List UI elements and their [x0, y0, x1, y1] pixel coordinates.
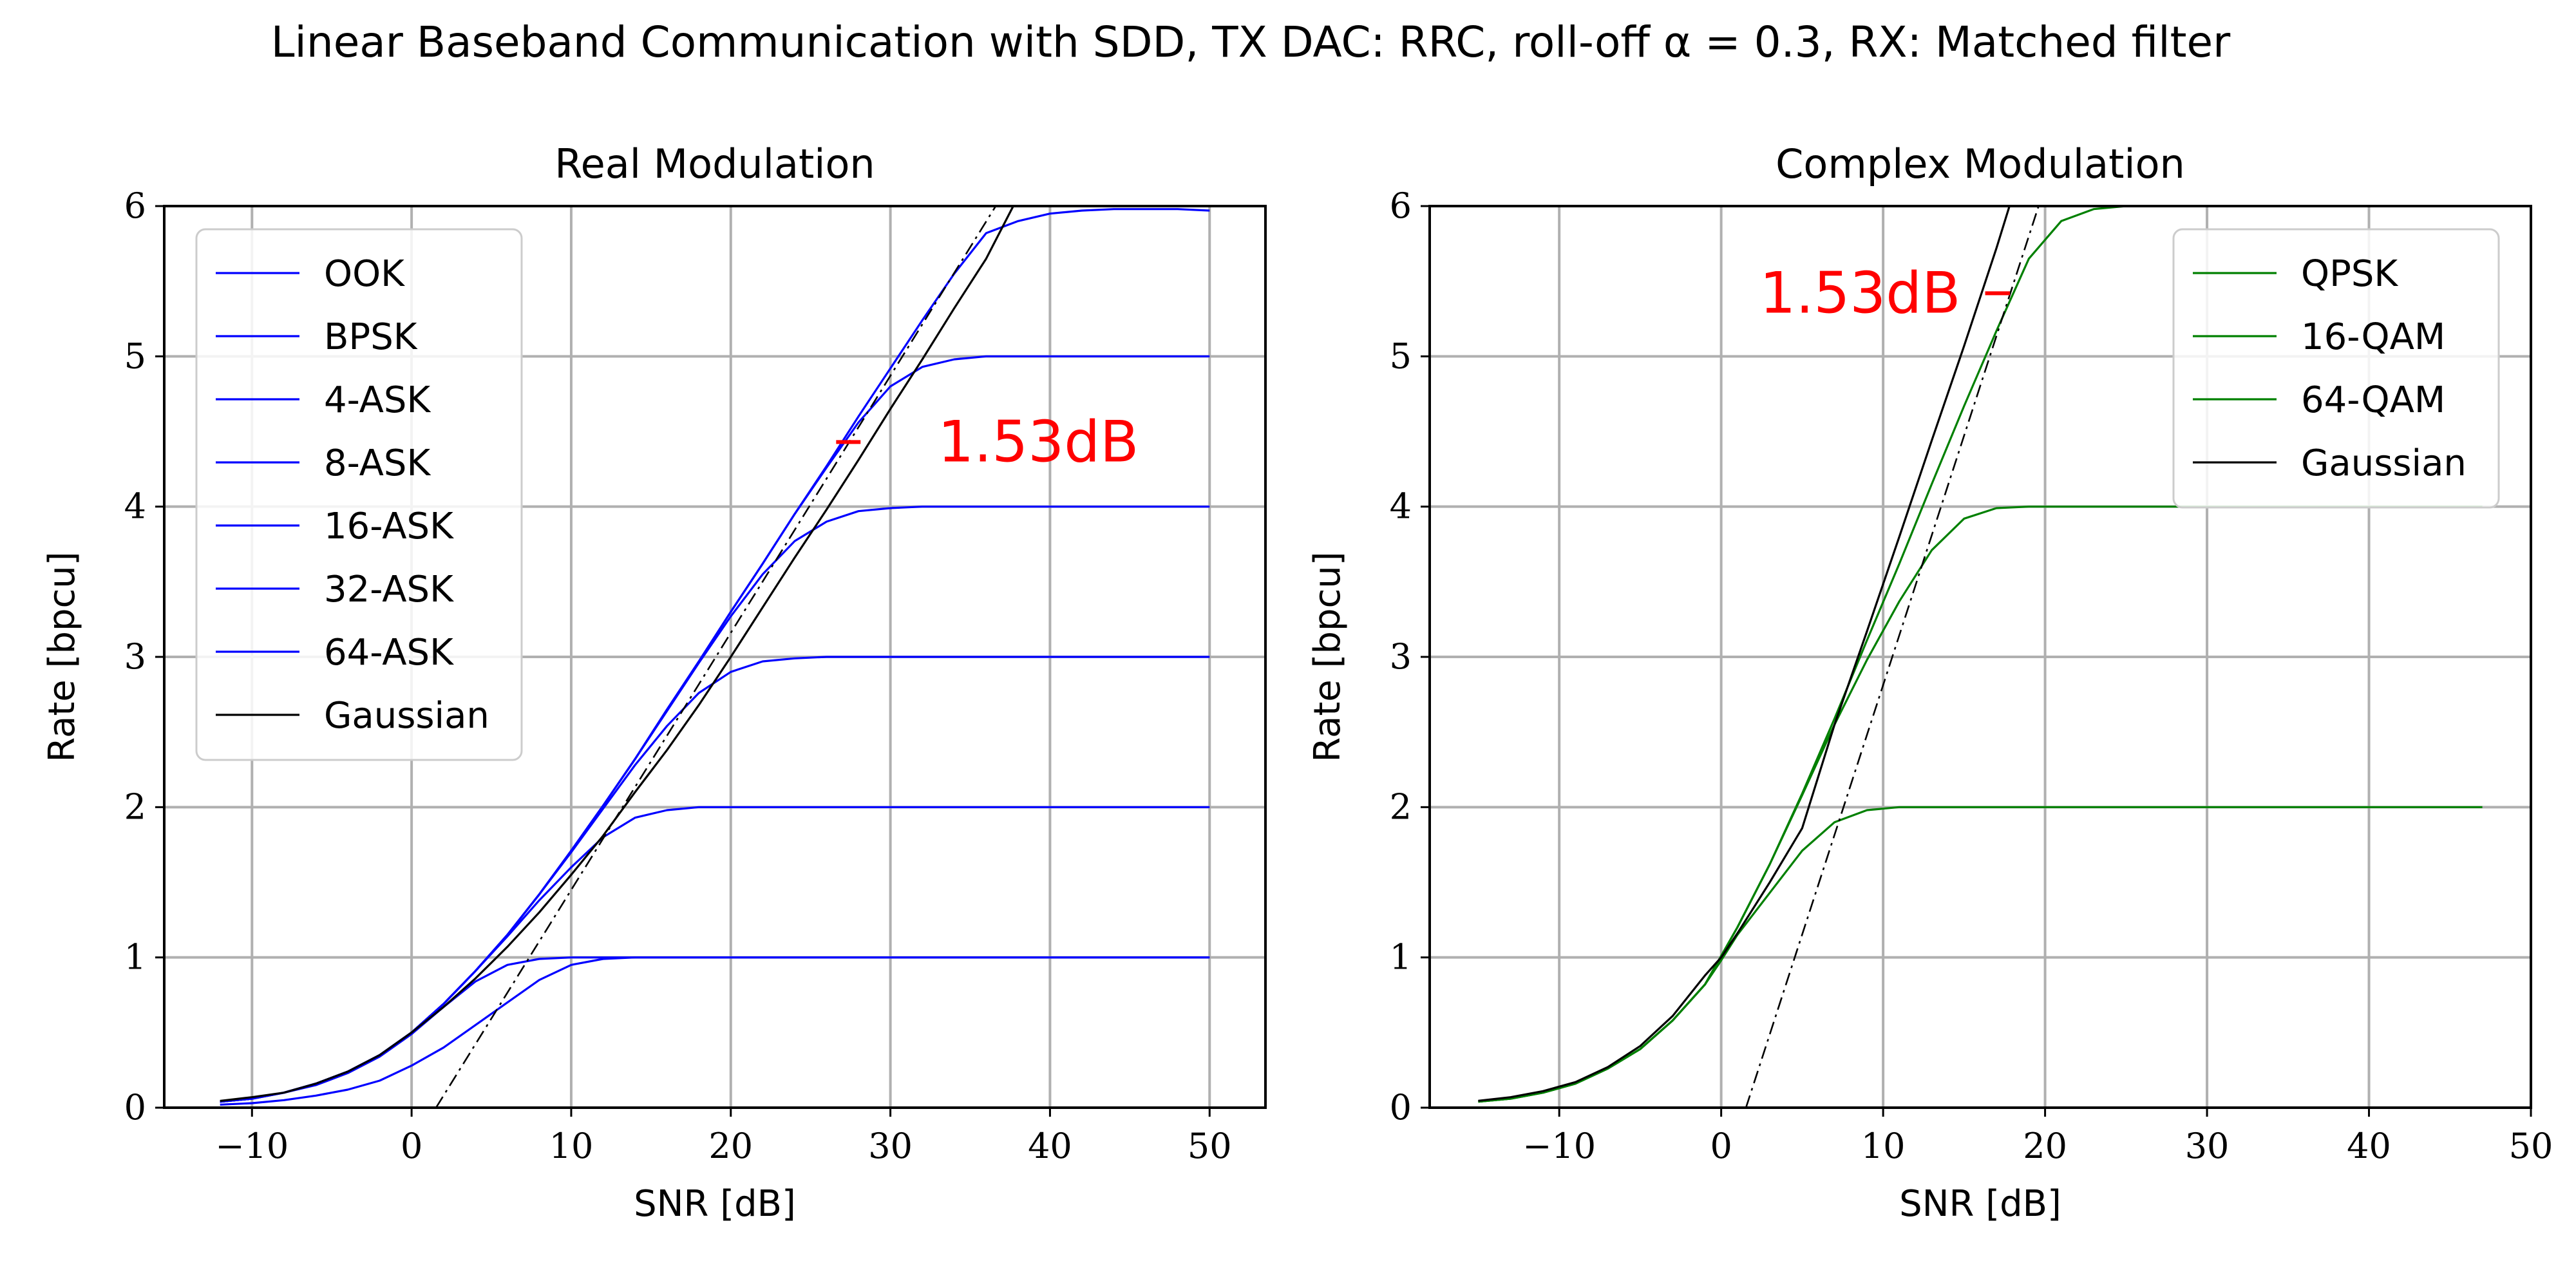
y-tick-label: 3 [1390, 636, 1412, 677]
x-tick-label: 0 [1710, 1126, 1732, 1166]
legend-label: 16-ASK [324, 506, 454, 547]
legend-label: 8-ASK [324, 442, 431, 484]
legend-box [195, 228, 523, 761]
legend-box [2172, 228, 2500, 509]
real-axes-frame [163, 205, 1267, 1109]
legend-label: 64-QAM [2301, 379, 2445, 421]
real-panel-title: Real Modulation [554, 140, 875, 187]
complex-panel-title: Complex Modulation [1776, 140, 2185, 187]
x-tick-label: 30 [868, 1126, 913, 1166]
real-y-axis-label: Rate [bpcu] [41, 551, 83, 762]
x-tick-label: 40 [2347, 1126, 2391, 1166]
x-tick-label: 0 [401, 1126, 422, 1166]
y-tick-label: 5 [124, 336, 146, 376]
x-tick-label: 20 [2023, 1126, 2067, 1166]
x-tick-label: 20 [708, 1126, 753, 1166]
series-line-64-qam [1478, 206, 2483, 1103]
series-line-16-qam [1478, 506, 2483, 1103]
y-tick-label: 4 [1390, 486, 1412, 527]
real-legend: OOK BPSK 4-ASK 8-ASK 16-ASK 32-ASK 64-ASK Gauss… [195, 228, 523, 761]
x-tick-label: 30 [2185, 1126, 2230, 1166]
complex-modulation-panel: −10 0 10 20 30 40 50 0 1 2 3 4 5 6 1.53dB Complex Modul… [1307, 140, 2553, 1225]
x-tick-label: 50 [2509, 1126, 2553, 1166]
legend-label: Gaussian [2301, 442, 2467, 484]
high-snr-asymptote [435, 206, 997, 1108]
y-tick-label: 2 [1390, 786, 1412, 827]
complex-y-axis-label: Rate [bpcu] [1307, 551, 1349, 762]
y-tick-label: 3 [124, 636, 146, 677]
complex-legend: QPSK 16-QAM 64-QAM Gaussian [2172, 228, 2500, 509]
series-line-gaussian [1478, 206, 2011, 1102]
y-tick-label: 6 [124, 185, 146, 226]
x-tick-label: 50 [1188, 1126, 1232, 1166]
legend-label: 64-ASK [324, 632, 454, 674]
y-tick-label: 5 [1390, 336, 1412, 376]
x-tick-label: 10 [549, 1126, 594, 1166]
legend-label: BPSK [324, 316, 418, 358]
legend-label: 16-QAM [2301, 316, 2445, 358]
series-line-bpsk [220, 956, 1210, 1103]
legend-label: 4-ASK [324, 379, 431, 421]
high-snr-asymptote [1745, 206, 2040, 1108]
x-tick-label: −10 [215, 1126, 289, 1166]
series-line-ook [220, 956, 1210, 1106]
real-plot-area [220, 206, 1210, 1108]
legend-label: Gaussian [324, 695, 489, 737]
gap-annotation: 1.53dB [1759, 260, 1960, 326]
legend-label: QPSK [2301, 253, 2398, 295]
y-tick-label: 0 [124, 1087, 146, 1128]
complex-axes-frame [1428, 205, 2532, 1109]
y-tick-label: 0 [1390, 1087, 1412, 1128]
legend-label: OOK [324, 253, 405, 295]
complex-plot-area [1478, 206, 2483, 1108]
x-tick-label: 10 [1861, 1126, 1906, 1166]
series-line-qpsk [1478, 806, 2483, 1103]
gap-annotation: 1.53dB [938, 408, 1139, 475]
y-tick-label: 4 [124, 486, 146, 527]
figure-title: Linear Baseband Communication with SDD, … [271, 17, 2231, 67]
real-modulation-panel: −10 0 10 20 30 40 50 0 1 2 3 4 5 6 1.53dB Real Modulati… [41, 140, 1267, 1225]
x-tick-label: −10 [1522, 1126, 1596, 1166]
y-tick-label: 1 [124, 937, 146, 978]
y-tick-label: 6 [1390, 185, 1412, 226]
y-tick-label: 2 [124, 786, 146, 827]
series-line-4-ask [220, 806, 1210, 1103]
legend-label: 32-ASK [324, 569, 454, 611]
y-tick-label: 1 [1390, 937, 1412, 978]
complex-x-axis-label: SNR [dB] [1899, 1183, 2061, 1225]
real-x-axis-label: SNR [dB] [634, 1183, 796, 1225]
x-tick-label: 40 [1028, 1126, 1072, 1166]
